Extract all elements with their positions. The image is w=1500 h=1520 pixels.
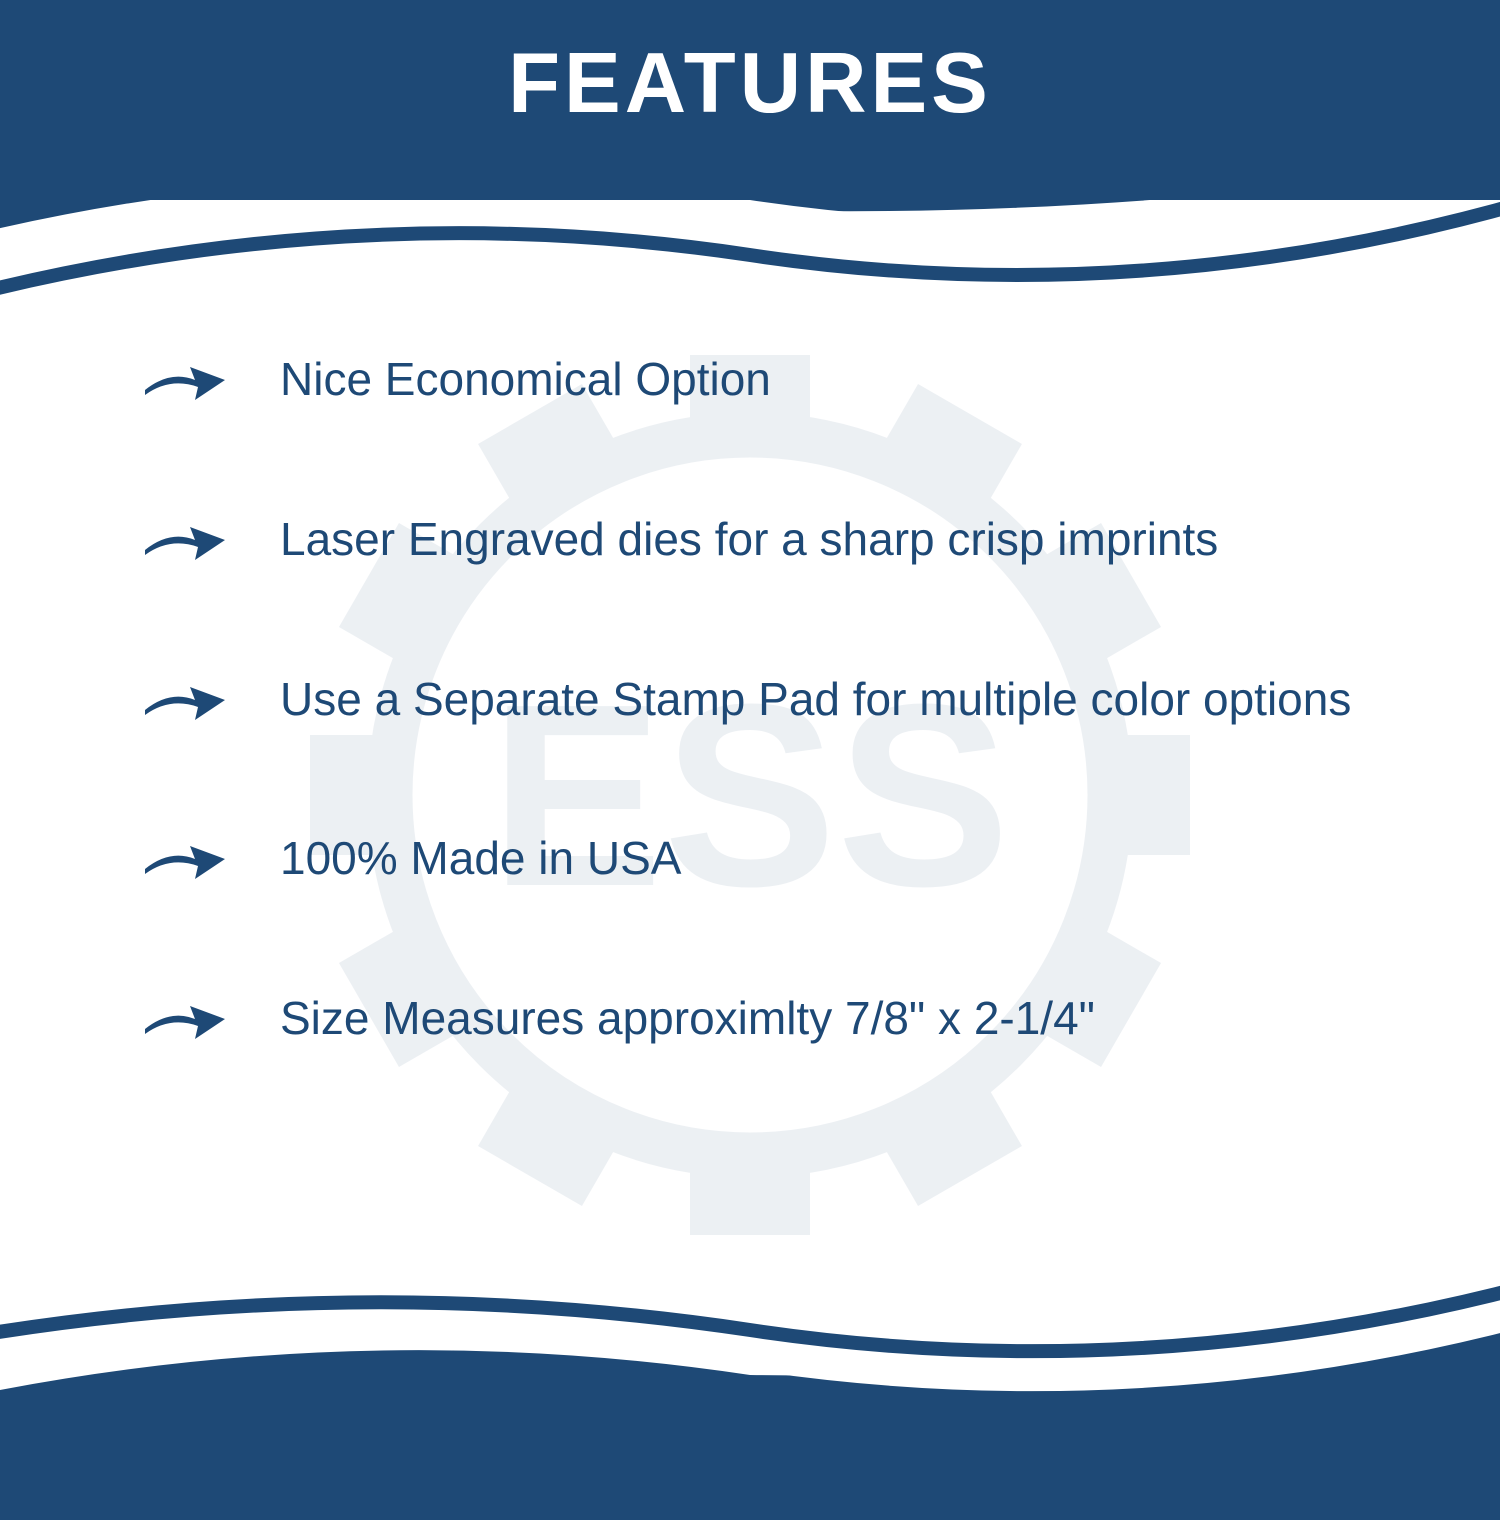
feature-item: Use a Separate Stamp Pad for multiple co… [140, 670, 1380, 730]
arrow-icon [140, 994, 230, 1044]
features-list: Nice Economical Option Laser Engraved di… [0, 200, 1500, 1049]
arrow-icon [140, 675, 230, 725]
feature-item: Laser Engraved dies for a sharp crisp im… [140, 510, 1380, 570]
feature-item: Size Measures approximlty 7/8" x 2-1/4" [140, 989, 1380, 1049]
feature-text: Nice Economical Option [280, 350, 771, 410]
header-band: FEATURES [0, 0, 1500, 200]
feature-text: Laser Engraved dies for a sharp crisp im… [280, 510, 1218, 570]
swoosh-bottom-divider [0, 1240, 1500, 1520]
arrow-icon [140, 355, 230, 405]
feature-item: 100% Made in USA [140, 829, 1380, 889]
page-title: FEATURES [0, 0, 1500, 133]
arrow-icon [140, 834, 230, 884]
feature-item: Nice Economical Option [140, 350, 1380, 410]
feature-text: Size Measures approximlty 7/8" x 2-1/4" [280, 989, 1095, 1049]
feature-text: Use a Separate Stamp Pad for multiple co… [280, 670, 1351, 730]
arrow-icon [140, 515, 230, 565]
feature-text: 100% Made in USA [280, 829, 681, 889]
